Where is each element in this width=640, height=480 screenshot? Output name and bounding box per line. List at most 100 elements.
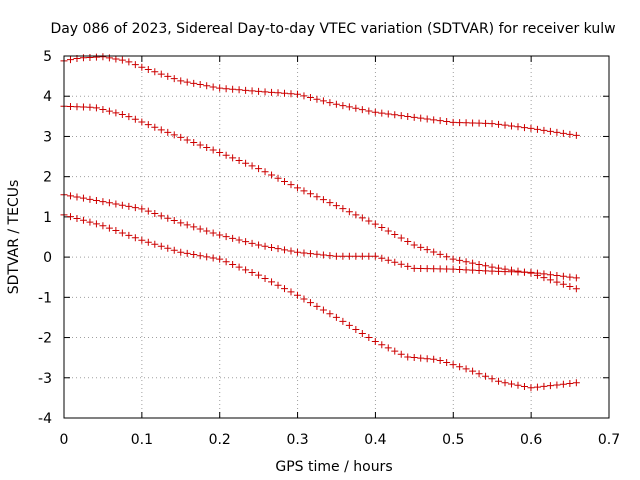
data-point [242, 238, 250, 246]
x-tick-label: 0 [60, 432, 69, 448]
data-point [306, 94, 314, 102]
data-point [546, 382, 554, 390]
data-point [229, 260, 237, 268]
data-point [559, 129, 567, 137]
data-point [391, 258, 399, 266]
data-point [391, 111, 399, 119]
data-point [79, 194, 87, 202]
data-point [365, 333, 373, 341]
data-point [482, 267, 490, 275]
data-point [469, 266, 477, 274]
data-point [209, 83, 217, 91]
data-point [430, 265, 438, 273]
data-point [79, 216, 87, 224]
data-point [553, 272, 561, 279]
data-point [138, 236, 146, 244]
data-point [553, 278, 561, 286]
data-point [456, 266, 464, 274]
data-point [313, 250, 321, 258]
data-point [352, 211, 360, 219]
data-point [430, 248, 438, 256]
data-point [138, 205, 146, 213]
series-group-series-1 [60, 53, 580, 139]
data-point [514, 381, 522, 389]
data-point [164, 214, 172, 222]
data-point [281, 246, 289, 254]
data-point [293, 248, 301, 256]
data-point [404, 353, 412, 361]
data-point [475, 119, 483, 127]
data-point [281, 177, 289, 185]
data-point [397, 234, 405, 242]
y-tick-label: 2 [43, 170, 52, 186]
series-group-series-3 [60, 191, 580, 282]
data-point [365, 107, 373, 115]
data-point [86, 195, 94, 203]
data-point [92, 104, 100, 112]
data-point [196, 225, 204, 233]
data-point [397, 112, 405, 120]
data-point [520, 383, 528, 391]
data-point [501, 121, 509, 129]
data-point [482, 372, 490, 380]
y-axis-label: SDTVAR / TECUs [6, 180, 22, 295]
data-point [151, 123, 159, 131]
data-point [190, 138, 198, 146]
data-point [488, 375, 496, 383]
data-point [371, 252, 379, 260]
data-point [572, 285, 580, 293]
data-point [378, 341, 386, 349]
y-tick-label: 1 [43, 210, 52, 226]
data-point [378, 224, 386, 232]
data-point [157, 242, 165, 250]
data-point [326, 199, 334, 207]
data-point [469, 259, 477, 267]
data-point [274, 245, 282, 253]
data-point [261, 88, 269, 96]
data-point [339, 252, 347, 260]
data-point [151, 210, 159, 218]
data-point [293, 90, 301, 98]
data-point [216, 231, 224, 239]
data-point [118, 229, 126, 237]
data-point [151, 68, 159, 76]
data-point [339, 102, 347, 110]
data-point [352, 104, 360, 112]
data-point [404, 237, 412, 245]
data-point [125, 202, 133, 210]
x-tick-label: 0.3 [286, 432, 308, 448]
data-point [527, 384, 535, 392]
data-point [268, 171, 276, 179]
data-point [190, 79, 198, 87]
data-point [533, 125, 541, 133]
data-point [449, 361, 457, 369]
data-point [508, 268, 515, 276]
data-point [170, 246, 178, 254]
data-point [553, 381, 561, 389]
data-point [248, 87, 256, 95]
data-point [170, 131, 178, 139]
data-point [222, 151, 230, 159]
data-point [112, 55, 120, 63]
data-point [345, 208, 353, 216]
data-point [261, 242, 269, 250]
data-point [488, 267, 496, 275]
data-point [144, 121, 152, 129]
data-point [495, 120, 503, 128]
data-point [397, 350, 405, 358]
data-point [79, 103, 87, 111]
data-point [417, 265, 425, 273]
data-point [222, 85, 230, 93]
data-point [229, 234, 237, 242]
data-point [332, 313, 340, 321]
data-point [378, 109, 386, 117]
data-point [255, 87, 263, 95]
x-tick-label: 0.1 [131, 432, 153, 448]
data-point [371, 338, 379, 346]
data-point [235, 236, 243, 244]
data-point [566, 273, 574, 281]
data-point [66, 103, 74, 111]
data-series [60, 53, 580, 392]
data-point [222, 258, 230, 266]
data-point [235, 157, 243, 165]
